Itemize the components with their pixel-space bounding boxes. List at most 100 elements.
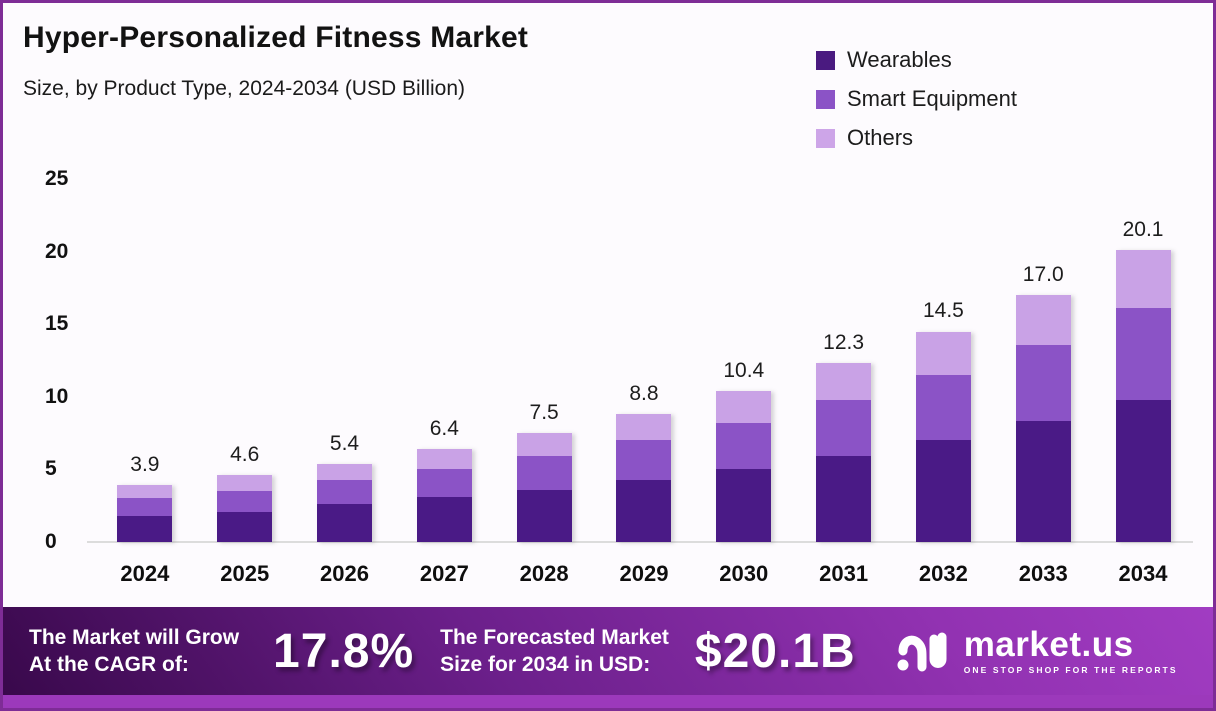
legend-label: Others: [847, 125, 914, 150]
bar-segment-others[interactable]: [416, 449, 472, 470]
legend-label: Wearables: [847, 47, 952, 72]
x-axis-line: [87, 541, 1193, 543]
bar-segment-smart-equipment[interactable]: [416, 469, 472, 497]
bar-segment-wearables[interactable]: [616, 479, 672, 542]
bar-total-label: 20.1: [1122, 218, 1164, 242]
bar-group-2025: 4.6: [195, 179, 295, 542]
y-tick-label: 5: [45, 457, 57, 481]
bar-group-2030: 10.4: [694, 179, 794, 542]
cagr-value: 17.8%: [273, 624, 415, 678]
logo-name: market.us: [963, 625, 1134, 665]
banner-content: The Market will Grow At the CAGR of: 17.…: [3, 607, 1213, 695]
bar-total-label: 17.0: [1022, 263, 1064, 287]
y-axis: 0 5 10 15 20 25: [17, 167, 79, 553]
bar-segment-smart-equipment[interactable]: [317, 479, 373, 505]
bar-segment-wearables[interactable]: [117, 515, 173, 542]
legend-label: Smart Equipment: [847, 86, 1017, 111]
y-tick-label: 0: [45, 530, 57, 553]
bar-segment-wearables[interactable]: [516, 489, 572, 542]
bar-segment-smart-equipment[interactable]: [1015, 344, 1071, 422]
bar-2026[interactable]: [317, 463, 373, 542]
bar-segment-others[interactable]: [1115, 250, 1171, 309]
cagr-caption: The Market will Grow At the CAGR of:: [29, 624, 239, 679]
bar-segment-smart-equipment[interactable]: [516, 456, 572, 490]
x-axis-labels: 2024 2025 2026 2027 2028 2029 2030 2031 2032 2033…: [95, 561, 1193, 587]
logo-tagline: ONE STOP SHOP FOR THE REPORTS: [963, 665, 1178, 676]
bar-segment-others[interactable]: [516, 433, 572, 457]
bar-segment-others[interactable]: [915, 331, 971, 376]
bar-segment-wearables[interactable]: [217, 511, 273, 542]
x-axis-label-2028: 2028: [519, 561, 569, 586]
bar-2034[interactable]: [1115, 250, 1171, 542]
bar-2024[interactable]: [117, 485, 173, 542]
bar-segment-others[interactable]: [616, 414, 672, 441]
forecast-caption: The Forecasted Market Size for 2034 in U…: [440, 624, 669, 679]
bar-segment-wearables[interactable]: [416, 497, 472, 542]
bar-2033[interactable]: [1015, 295, 1071, 542]
bar-2032[interactable]: [915, 331, 971, 542]
bar-2031[interactable]: [816, 363, 872, 542]
x-axis-label-2030: 2030: [719, 561, 769, 586]
y-tick-label: 25: [45, 167, 69, 190]
bar-segment-wearables[interactable]: [716, 469, 772, 542]
wearables-swatch-icon: [816, 50, 835, 70]
bar-total-label: 5.4: [329, 431, 360, 455]
cagr-caption-line1: The Market will Grow: [29, 625, 240, 649]
bar-total-label: 14.5: [922, 299, 964, 323]
bar-total-label: 8.8: [629, 382, 659, 406]
page-title: Hyper-Personalized Fitness Market: [23, 21, 529, 54]
bar-segment-others[interactable]: [117, 485, 173, 499]
bar-total-label: 6.4: [429, 417, 459, 441]
bar-2027[interactable]: [416, 449, 472, 542]
marketus-logo[interactable]: market.us ONE STOP SHOP FOR THE REPORTS: [896, 627, 1178, 675]
bar-segment-smart-equipment[interactable]: [1115, 308, 1171, 400]
bar-total-label: 3.9: [130, 453, 160, 477]
bar-group-2031: 12.3: [794, 179, 894, 542]
bar-total-label: 7.5: [529, 401, 559, 425]
bar-segment-wearables[interactable]: [1015, 421, 1071, 542]
bar-segment-smart-equipment[interactable]: [117, 498, 173, 516]
bar-segment-smart-equipment[interactable]: [816, 399, 872, 457]
x-axis-label-2033: 2033: [1018, 561, 1068, 586]
bar-segment-wearables[interactable]: [816, 456, 872, 542]
bar-2025[interactable]: [217, 475, 273, 542]
bar-segment-others[interactable]: [1015, 295, 1071, 345]
bar-segment-others[interactable]: [217, 475, 273, 492]
bar-group-2034: 20.1: [1093, 179, 1193, 542]
cagr-caption-line2: At the CAGR of:: [29, 653, 189, 676]
bar-2028[interactable]: [516, 433, 572, 542]
bar-group-2029: 8.8: [594, 179, 694, 542]
x-axis-label-2027: 2027: [419, 561, 469, 586]
bar-segment-wearables[interactable]: [915, 440, 971, 542]
x-axis-label-2032: 2032: [918, 561, 968, 586]
legend: Wearables Smart Equipment Others: [816, 47, 1017, 151]
bar-segment-wearables[interactable]: [317, 504, 373, 542]
bars-area: 3.9 4.6 5.4 6.4 7.5 8.8 10.4 12.3 14.5 17.0 20.1: [95, 179, 1193, 542]
forecast-caption-line1: The Forecasted Market: [440, 625, 669, 649]
marketus-logo-icon: [897, 632, 947, 672]
bar-segment-wearables[interactable]: [1115, 399, 1171, 542]
bar-segment-smart-equipment[interactable]: [716, 422, 772, 470]
others-swatch-icon: [816, 128, 835, 148]
bar-2029[interactable]: [616, 414, 672, 542]
smart-equipment-swatch-icon: [816, 89, 835, 109]
y-tick-label: 20: [45, 239, 69, 263]
forecast-caption-line2: Size for 2034 in USD:: [440, 653, 651, 676]
bar-group-2027: 6.4: [394, 179, 494, 542]
bar-group-2026: 5.4: [295, 179, 395, 542]
bar-total-label: 10.4: [723, 359, 765, 382]
bar-segment-smart-equipment[interactable]: [217, 491, 273, 512]
y-tick-label: 15: [45, 312, 69, 336]
bar-segment-smart-equipment[interactable]: [616, 440, 672, 480]
bar-segment-others[interactable]: [716, 391, 772, 423]
bar-2030[interactable]: [716, 391, 772, 542]
x-axis-label-2026: 2026: [320, 561, 369, 586]
bar-segment-others[interactable]: [816, 363, 872, 400]
bar-segment-others[interactable]: [317, 463, 373, 480]
x-axis-label-2031: 2031: [819, 561, 869, 586]
legend-item-smart-equipment: Smart Equipment: [816, 86, 1017, 112]
legend-item-wearables: Wearables: [816, 47, 1017, 73]
bar-segment-smart-equipment[interactable]: [915, 375, 971, 441]
bar-total-label: 4.6: [230, 443, 260, 467]
